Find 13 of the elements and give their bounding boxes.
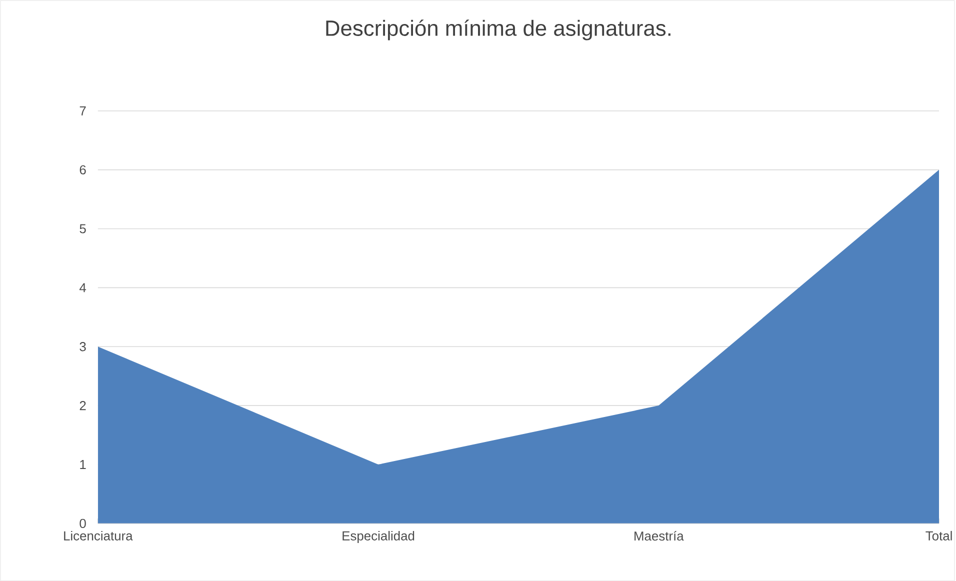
- y-tick-label: 6: [80, 165, 86, 174]
- x-tick-label: Maestría: [634, 530, 684, 540]
- chart-title: Descripción mínima de asignaturas.: [326, 19, 670, 40]
- x-tick-label: Total: [926, 530, 952, 540]
- y-tick-label: 3: [80, 342, 86, 352]
- y-tick-label: 4: [79, 283, 86, 292]
- y-tick-label: 5: [80, 224, 86, 234]
- y-tick-label: 1: [80, 460, 86, 469]
- y-tick-label: 2: [80, 400, 86, 410]
- y-tick-label: 0: [80, 518, 86, 528]
- x-tick-label: Especialidad: [342, 530, 414, 543]
- y-tick-label: 7: [80, 106, 86, 116]
- x-tick-label: Licenciatura: [64, 530, 133, 540]
